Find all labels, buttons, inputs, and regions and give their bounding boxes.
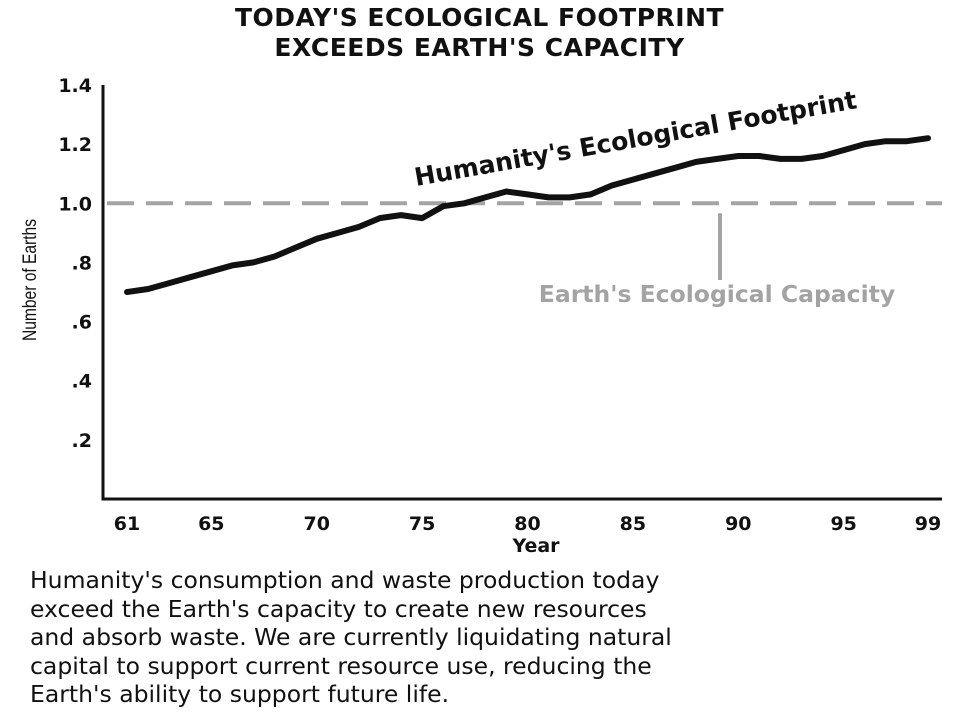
caption-line: capital to support current resource use,… xyxy=(30,651,652,680)
x-axis-ticks: 61 65 70 75 80 85 90 95 99 xyxy=(114,513,941,535)
y-tick-label: .8 xyxy=(72,252,92,274)
chart-title-line-2: EXCEEDS EARTH'S CAPACITY xyxy=(274,33,685,62)
x-tick-label: 70 xyxy=(303,513,329,535)
y-tick-label: 1.4 xyxy=(58,75,92,97)
x-tick-label: 95 xyxy=(830,513,856,535)
y-tick-label: .2 xyxy=(72,430,92,452)
chart-title-line-1: TODAY'S ECOLOGICAL FOOTPRINT xyxy=(234,3,725,32)
x-tick-label: 85 xyxy=(620,513,646,535)
x-axis-label: Year xyxy=(511,535,560,557)
footprint-line xyxy=(124,135,931,295)
chart-axes xyxy=(101,85,942,501)
chart-area: .2.4.6.81.01.21.4 61 65 70 75 80 85 90 95 99 Hum… xyxy=(19,75,942,557)
capacity-annotation: Earth's Ecological Capacity xyxy=(539,280,895,308)
y-tick-label: 1.0 xyxy=(58,193,92,215)
y-tick-label: 1.2 xyxy=(58,134,92,156)
x-tick-label: 90 xyxy=(725,513,751,535)
caption-line: exceed the Earth's capacity to create ne… xyxy=(30,594,647,623)
caption-line: and absorb waste. We are currently liqui… xyxy=(30,623,672,651)
y-axis-ticks: .2 .4 .6 .8 1.0 1.2 1.4 xyxy=(58,75,92,452)
caption-line: Humanity's consumption and waste product… xyxy=(30,566,660,594)
x-tick-label: 61 xyxy=(114,513,140,535)
series-layer xyxy=(107,135,942,295)
y-tick-label: .6 xyxy=(72,312,92,334)
x-tick-label: 65 xyxy=(198,513,224,535)
caption: Humanity's consumption and waste product… xyxy=(30,566,950,709)
caption-line: Earth's ability to support future life. xyxy=(30,680,450,708)
x-tick-label: 75 xyxy=(409,513,435,535)
y-axis-label: Number of Earths xyxy=(19,219,41,341)
x-tick-label: 99 xyxy=(915,513,941,535)
y-tick-label: .4 xyxy=(72,371,92,393)
x-tick-label: 80 xyxy=(514,513,540,535)
